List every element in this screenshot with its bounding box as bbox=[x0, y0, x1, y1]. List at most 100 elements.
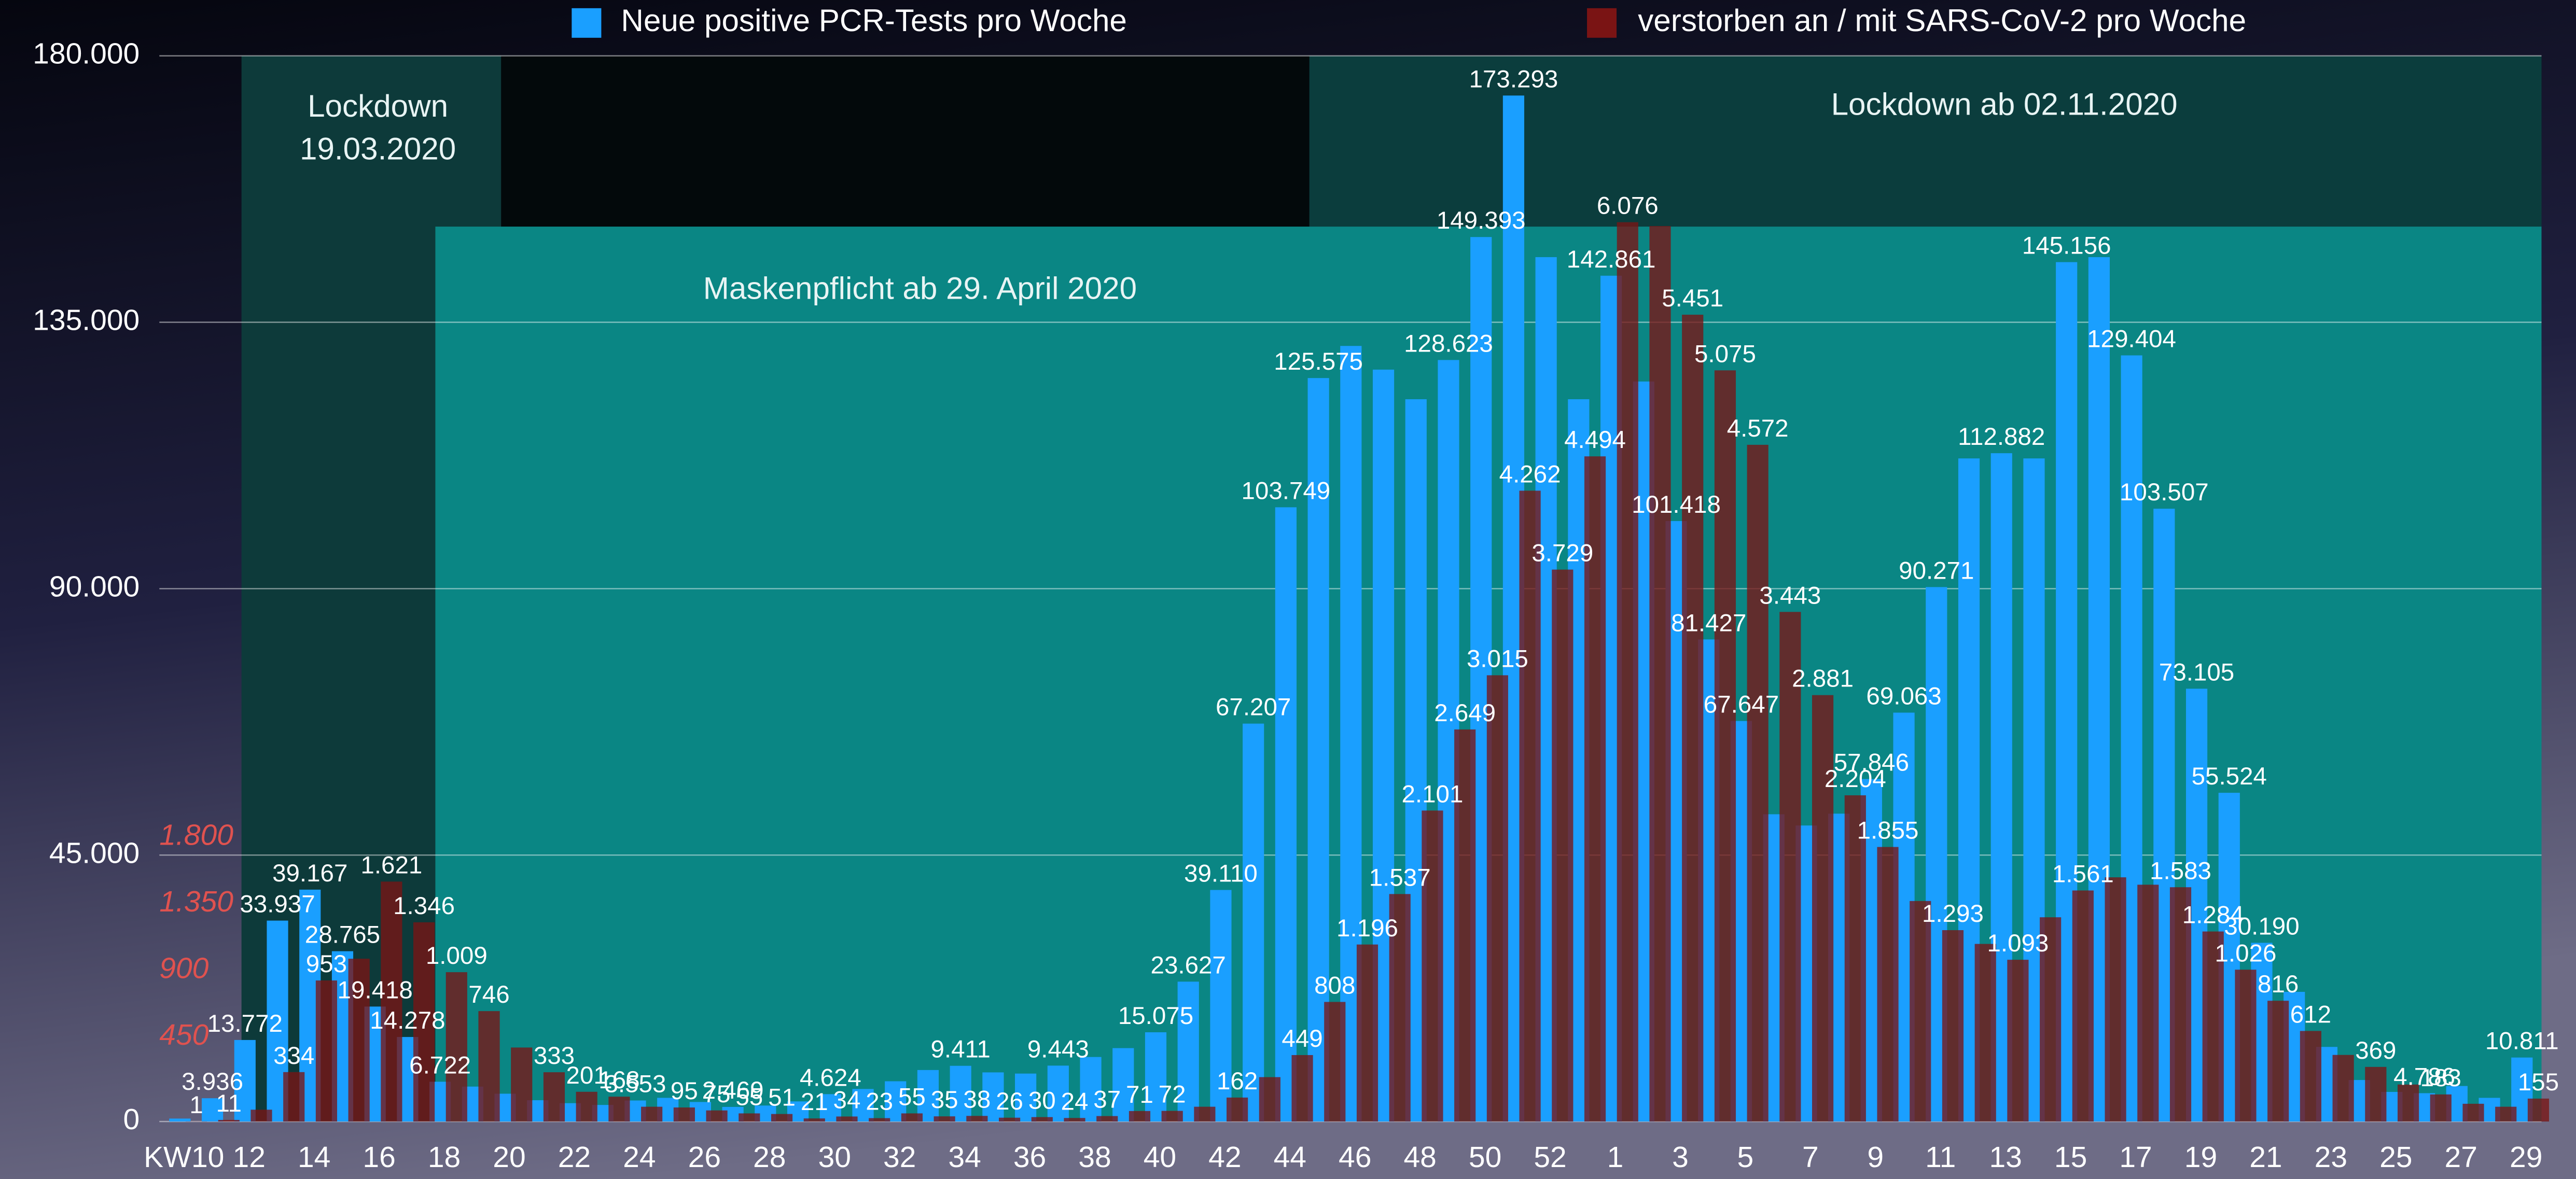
value-label: 4.572 bbox=[1727, 415, 1789, 442]
bar bbox=[1617, 222, 1638, 1122]
value-label: 67.647 bbox=[1704, 691, 1779, 719]
value-label: 55.524 bbox=[2192, 763, 2267, 790]
bar bbox=[673, 1107, 695, 1122]
bar bbox=[917, 1070, 939, 1122]
bar bbox=[1064, 1118, 1085, 1122]
bar bbox=[283, 1072, 305, 1122]
value-label: 39.110 bbox=[1184, 860, 1258, 888]
value-label: 90.271 bbox=[1899, 557, 1974, 584]
y-tick-label: 135.000 bbox=[33, 304, 140, 337]
value-label: 1.093 bbox=[1987, 930, 2049, 957]
value-label: 1.196 bbox=[1336, 915, 1398, 942]
bar bbox=[1227, 1097, 1248, 1122]
bar bbox=[2072, 890, 2094, 1122]
value-label: 9.411 bbox=[930, 1036, 990, 1063]
bar bbox=[934, 1116, 955, 1122]
value-label: 1.346 bbox=[393, 892, 455, 920]
bar bbox=[315, 980, 338, 1122]
x-tick-label: 40 bbox=[1144, 1141, 1176, 1174]
bar bbox=[2495, 1106, 2517, 1122]
bar bbox=[1161, 1111, 1183, 1122]
x-tick-label: 32 bbox=[883, 1141, 916, 1174]
bar bbox=[1324, 1002, 1346, 1122]
x-tick-label: 22 bbox=[558, 1141, 591, 1174]
bar bbox=[1974, 944, 1996, 1122]
x-tick-label: 20 bbox=[493, 1141, 525, 1174]
value-label: 6.722 bbox=[409, 1051, 471, 1079]
value-label: 4.786 bbox=[2393, 1063, 2455, 1091]
bar bbox=[445, 972, 467, 1122]
value-label: 24 bbox=[1061, 1088, 1089, 1115]
x-tick-label: 28 bbox=[753, 1141, 786, 1174]
x-tick-label: 19 bbox=[2184, 1141, 2217, 1174]
bar bbox=[1015, 1073, 1037, 1122]
annotation: Lockdown bbox=[308, 89, 448, 123]
value-label: 162 bbox=[1217, 1068, 1258, 1095]
bar bbox=[2202, 931, 2224, 1122]
value-label: 33.937 bbox=[240, 891, 315, 918]
bar bbox=[1584, 456, 1606, 1122]
value-label: 13.772 bbox=[207, 1010, 283, 1037]
value-label: 183 bbox=[2420, 1064, 2461, 1092]
y-tick-label: 45.000 bbox=[49, 836, 140, 869]
bar bbox=[381, 881, 402, 1122]
value-label: 612 bbox=[2290, 1001, 2331, 1028]
x-tick-label: 48 bbox=[1403, 1141, 1436, 1174]
value-label: 173.293 bbox=[1469, 65, 1558, 93]
x-tick-label: 50 bbox=[1469, 1141, 1501, 1174]
x-tick-label: 1 bbox=[1607, 1141, 1624, 1174]
value-label: 23 bbox=[866, 1088, 893, 1116]
value-label: 1.583 bbox=[2150, 857, 2211, 885]
x-tick-label: 52 bbox=[1534, 1141, 1566, 1174]
bar bbox=[2137, 885, 2159, 1122]
bar bbox=[771, 1114, 793, 1122]
bar bbox=[2397, 1084, 2419, 1122]
bar bbox=[1194, 1106, 1216, 1122]
y-tick-label: 180.000 bbox=[33, 37, 140, 71]
bar bbox=[348, 959, 370, 1122]
value-label: 73.105 bbox=[2159, 658, 2234, 686]
bar bbox=[250, 1110, 272, 1122]
bar bbox=[1177, 981, 1199, 1122]
bar bbox=[1210, 890, 1232, 1122]
value-label: 2.101 bbox=[1402, 780, 1464, 808]
value-label: 72 bbox=[1159, 1081, 1186, 1108]
value-label: 1.284 bbox=[2182, 902, 2244, 929]
bar bbox=[1145, 1032, 1167, 1122]
value-label: 449 bbox=[1282, 1025, 1322, 1052]
bar bbox=[543, 1072, 565, 1122]
x-tick-label: 34 bbox=[948, 1141, 981, 1174]
bar bbox=[901, 1113, 923, 1122]
value-label: 155 bbox=[2518, 1069, 2559, 1096]
bar bbox=[576, 1091, 597, 1122]
value-label: 39.167 bbox=[272, 860, 347, 887]
annotation: Maskenpflicht ab 29. April 2020 bbox=[703, 271, 1137, 305]
bar bbox=[1291, 1055, 1313, 1122]
bar bbox=[1422, 810, 1443, 1122]
value-label: 3.015 bbox=[1467, 645, 1528, 672]
bar bbox=[1552, 569, 1574, 1122]
value-label: 30.190 bbox=[2224, 913, 2299, 940]
bar bbox=[1307, 378, 1329, 1122]
value-label: 142.861 bbox=[1567, 246, 1656, 273]
value-label: 3.729 bbox=[1531, 540, 1593, 567]
bar bbox=[1747, 444, 1769, 1122]
x-tick-label: 42 bbox=[1208, 1141, 1241, 1174]
bar bbox=[1112, 1048, 1134, 1122]
value-label: 746 bbox=[468, 981, 509, 1008]
x-tick-label: 36 bbox=[1013, 1141, 1046, 1174]
bar bbox=[836, 1116, 858, 1122]
bar bbox=[1129, 1111, 1151, 1122]
bar bbox=[1275, 507, 1297, 1122]
y-tick-label: 90.000 bbox=[49, 570, 140, 603]
x-tick-label: 44 bbox=[1274, 1141, 1306, 1174]
legend-label: verstorben an / mit SARS-CoV-2 pro Woche bbox=[1638, 3, 2246, 38]
bar bbox=[2267, 1001, 2289, 1122]
value-label: 808 bbox=[1314, 972, 1355, 1000]
value-label: 26 bbox=[996, 1088, 1023, 1115]
bar bbox=[478, 1011, 500, 1122]
value-label: 10.811 bbox=[2485, 1028, 2559, 1055]
bar bbox=[234, 1040, 256, 1122]
bar bbox=[169, 1118, 191, 1122]
bar bbox=[950, 1065, 971, 1122]
